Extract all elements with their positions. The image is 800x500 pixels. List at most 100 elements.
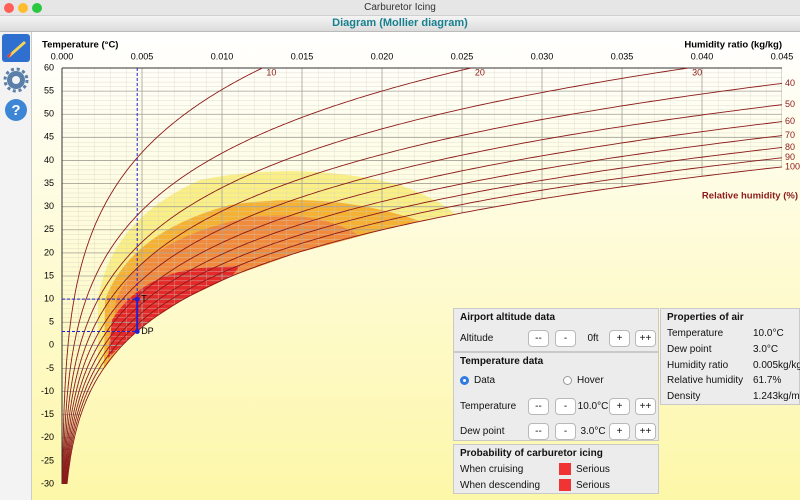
radio-button[interactable] <box>563 376 572 385</box>
label: When descending <box>460 480 541 491</box>
minimize-button[interactable] <box>18 3 28 13</box>
step-button[interactable]: - <box>555 423 576 440</box>
y-axis-label: Temperature (°C) <box>42 40 118 51</box>
x-tick-label: 0.010 <box>211 51 234 61</box>
window-controls[interactable] <box>0 0 50 16</box>
curve-label: Relative humidity (%) <box>702 191 798 202</box>
rh-curve <box>64 121 783 485</box>
rh-curve <box>62 67 472 484</box>
rh-curve <box>66 166 783 485</box>
step-button[interactable]: -- <box>528 398 549 415</box>
y-tick-label: 0 <box>49 340 54 350</box>
label: Relative humidity <box>667 375 744 387</box>
icing-swatch <box>559 463 571 475</box>
y-tick-label: 20 <box>44 247 54 257</box>
dew-point-point-label: DP <box>141 326 154 336</box>
value: 10.0°C <box>577 401 609 412</box>
label: Temperature <box>667 328 724 339</box>
rh-curve-label: 100 <box>785 161 800 171</box>
altitude-panel: Airport altitude data Altitude -- - + ++ 0ft <box>453 308 659 352</box>
step-button[interactable]: + <box>609 423 630 440</box>
radio-button[interactable] <box>460 376 469 385</box>
value: 0.005kg/kg <box>753 359 800 371</box>
step-button[interactable]: + <box>609 398 630 415</box>
rh-curve <box>64 104 783 485</box>
y-tick-label: 45 <box>44 132 54 142</box>
radio-label: Data <box>474 375 496 386</box>
step-button[interactable]: - <box>555 398 576 415</box>
label: Humidity ratio <box>667 359 729 371</box>
value: 0ft <box>587 333 599 344</box>
x-tick-label: 0.005 <box>131 51 154 61</box>
y-tick-label: -10 <box>41 386 54 396</box>
x-tick-label: 0.045 <box>771 51 794 61</box>
x-tick-label: 0.025 <box>451 51 474 61</box>
step-button[interactable]: ++ <box>635 423 656 440</box>
rh-curve-label: 20 <box>475 67 485 77</box>
icing-panel: Probability of carburetor icing When crui… <box>453 444 659 494</box>
label: Dew point <box>667 343 712 355</box>
rh-curve-label: 10 <box>266 67 276 77</box>
y-tick-label: 15 <box>44 270 54 280</box>
label: Dew point <box>460 426 505 437</box>
view-header: Diagram (Mollier diagram) <box>0 16 800 32</box>
y-tick-label: 60 <box>44 62 54 72</box>
step-button[interactable]: ++ <box>635 330 656 347</box>
title-bar: Carburetor Icing <box>0 0 800 16</box>
rh-curve-label: 80 <box>785 142 795 152</box>
y-tick-label: 35 <box>44 178 54 188</box>
panel-title: Probability of carburetor icing <box>460 448 603 459</box>
step-button[interactable]: - <box>555 330 576 347</box>
y-tick-label: -30 <box>41 478 54 488</box>
value: 1.243kg/m³ <box>753 391 800 403</box>
value: 3.0°C <box>753 343 779 355</box>
dew-point-point <box>134 328 140 334</box>
y-tick-label: 30 <box>44 201 54 211</box>
temperature-point <box>134 296 140 302</box>
rh-curve <box>63 67 689 484</box>
label: When cruising <box>460 464 524 475</box>
step-button[interactable]: -- <box>528 423 549 440</box>
panel-title: Properties of air <box>667 312 744 323</box>
temperature-point-label: T <box>141 293 147 303</box>
y-tick-label: 10 <box>44 293 54 303</box>
sidebar: ? <box>0 32 32 500</box>
y-tick-label: 50 <box>44 109 54 119</box>
step-button[interactable]: ++ <box>635 398 656 415</box>
y-tick-label: 55 <box>44 85 54 95</box>
diagram-tab[interactable] <box>2 34 30 62</box>
temperature-panel: Temperature data Data Hover Temperature -- - +… <box>453 352 659 441</box>
label: Temperature <box>460 401 517 412</box>
value: 61.7% <box>753 375 782 387</box>
y-tick-label: -15 <box>41 409 54 419</box>
step-button[interactable]: -- <box>528 330 549 347</box>
close-button[interactable] <box>4 3 14 13</box>
help-tab[interactable]: ? <box>5 99 27 121</box>
y-tick-label: -5 <box>46 363 54 373</box>
rh-curve-label: 50 <box>785 99 795 109</box>
step-button[interactable]: + <box>609 330 630 347</box>
value: Serious <box>576 480 610 491</box>
window-title: Carburetor Icing <box>364 2 436 13</box>
svg-text:?: ? <box>11 102 20 119</box>
label: Density <box>667 391 701 403</box>
value: Serious <box>576 464 610 475</box>
zoom-button[interactable] <box>32 3 42 13</box>
y-tick-label: 40 <box>44 155 54 165</box>
rh-curve <box>65 135 783 485</box>
rh-curve-label: 60 <box>785 116 795 126</box>
y-tick-label: 25 <box>44 224 54 234</box>
rh-curve <box>63 82 783 485</box>
panel-title: Airport altitude data <box>460 312 556 323</box>
value: 10.0°C <box>753 328 784 339</box>
value: 3.0°C <box>580 426 606 437</box>
rh-curve-label: 30 <box>692 67 702 77</box>
x-tick-label: 0.000 <box>51 51 74 61</box>
settings-tab[interactable] <box>3 67 29 93</box>
y-tick-label: -20 <box>41 432 54 442</box>
x-tick-label: 0.035 <box>611 51 634 61</box>
y-tick-label: -25 <box>41 455 54 465</box>
rh-curve <box>65 147 783 485</box>
